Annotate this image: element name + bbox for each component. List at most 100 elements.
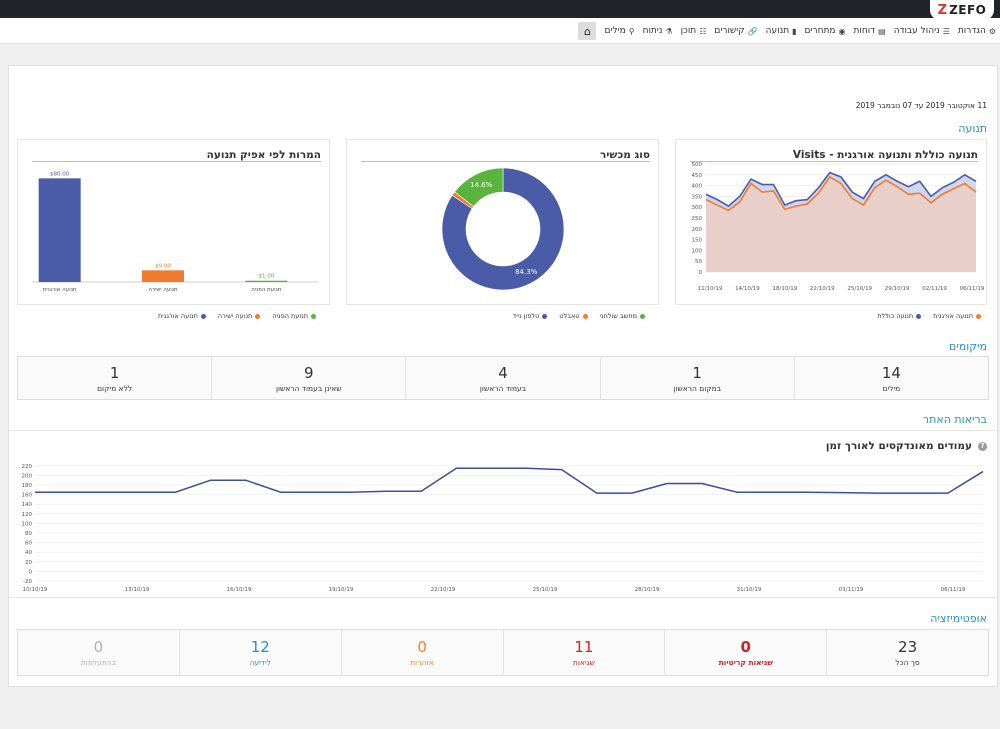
legend-item[interactable]: תנועה כוללת [877,312,922,320]
nav-item-4[interactable]: ▮ תנועה [766,26,797,36]
visits-card: תנועה כוללת ותנועה אורגנית - Visits 0 50 1… [675,139,987,305]
y-tick-label: 0 [699,270,703,276]
section-title-positions: מיקומים [949,340,987,353]
nav-item-label: הגדרות [957,26,986,36]
x-category-label: תנועה אורגנית [43,287,77,293]
bar-data-label: $1.00 [258,274,274,280]
bar[interactable] [245,280,288,282]
positions-stat[interactable]: 1 במקום הראשון [599,357,794,399]
stat-value: 14 [881,363,901,382]
nav-item-label: ניתוח [642,26,663,36]
x-tick-label: 25/10/19 [533,587,558,593]
y-tick-label: 180 [22,483,33,489]
gear-icon: ⚙ [988,26,996,36]
legend-item[interactable]: טלפון נייד [513,312,548,320]
x-tick-label: 16/10/19 [227,587,252,593]
legend-item[interactable]: טאבלט [559,312,588,320]
optimization-stat[interactable]: 12 לידיעה [178,630,341,675]
stat-value: 9 [304,363,314,382]
nav-item-3[interactable]: 🔗 קישורים [714,26,757,36]
list-icon: ☰ [942,26,950,36]
legend-dot [916,313,922,319]
stat-label: אזהרות [410,658,434,667]
main-nav: ⌂ ⚲ מילים ⚗ ניתוח ☷ תוכן 🔗 קישורים ▮ תנועה ◉ מתחרים… [578,18,996,44]
home-icon: ⌂ [583,24,591,38]
nav-item-5[interactable]: ◉ מתחרים [805,26,846,36]
bar[interactable] [38,178,81,282]
stat-label: שאינן בעמוד הראשון [275,383,342,393]
legend-item[interactable]: תנועה ישירה [217,312,261,320]
nav-item-2[interactable]: ☷ תוכן [681,26,707,36]
device-card: סוג מכשיר 84.3% 14.6% [346,139,659,305]
y-tick-label: 250 [692,216,703,222]
help-icon[interactable]: ? [978,441,987,451]
optimization-stat[interactable]: 23 סך הכל [826,630,988,675]
y-tick-label: 0 [29,569,33,575]
x-tick-label: 18/10/19 [773,286,798,292]
optimization-stat[interactable]: 0 שגיאות קריטיות [664,630,826,675]
nav-item-label: מתחרים [804,26,836,36]
x-category-label: תנועה ישירה [148,287,178,293]
x-tick-label: 29/10/19 [885,286,910,292]
stat-value: 1 [109,363,120,382]
bar-data-label: $9.00 [155,263,171,269]
nav-item-0[interactable]: ⚲ מילים [604,26,634,36]
nav-item-6[interactable]: ▤ דוחות [854,26,886,36]
legend-dot [976,313,981,319]
positions-stat[interactable]: 14 מילים [793,357,988,399]
y-tick-label: -20 [23,579,32,585]
section-title-optimization: אופטימיזציה [930,612,987,625]
x-tick-label: 28/10/19 [635,587,660,593]
y-tick-label: 300 [692,205,703,211]
x-tick-label: 06/11/19 [960,286,985,292]
top-bar: Z ZEFO [0,0,1000,20]
optimization-stat[interactable]: 0 אזהרות [340,630,503,675]
y-tick-label: 450 [692,173,703,179]
nav-item-1[interactable]: ⚗ ניתוח [643,26,673,36]
y-tick-label: 20 [25,560,32,566]
stat-label: סך הכל [895,658,920,667]
home-button[interactable]: ⌂ [578,22,597,40]
bar[interactable] [142,270,184,282]
link-icon: 🔗 [747,26,758,36]
y-tick-label: 150 [692,238,703,244]
card-divider [32,161,321,162]
legend-label: טאבלט [559,312,580,320]
legend-label: תנועה ישירה [217,312,253,320]
section-title-site-health: בריאות האתר [922,413,987,426]
optimization-stat[interactable]: 11 שגיאות [502,630,665,675]
x-tick-label: 19/10/19 [329,587,354,593]
stat-label: שגיאות קריטיות [718,658,773,667]
legend-item[interactable]: מחשב שולחני [600,312,645,320]
pie-slice[interactable] [454,167,504,207]
series-line-organic [705,175,977,212]
legend-item[interactable]: תנועת הפניה [272,312,316,320]
sitemap-icon: ☷ [699,26,707,36]
y-tick-label: 100 [22,521,33,527]
pie-slice[interactable] [441,167,565,291]
nav-item-8[interactable]: ⚙ הגדרות [958,26,996,36]
stat-label: ללא מיקום [97,383,133,393]
legend-item[interactable]: תנועה אורגנית [933,312,981,320]
y-tick-label: 200 [692,227,703,233]
positions-stat[interactable]: 4 בעמוד הראשון [405,357,599,399]
visits-chart: 0 50 100 150 200 250 300 350 400 450 500 11/10/19 14… [692,162,985,292]
stat-value: 0 [417,638,427,656]
positions-stat[interactable]: 1 ללא מיקום [18,357,211,399]
legend-item[interactable]: תנועה אורגנית [158,312,206,320]
legend-dot [255,313,261,319]
x-tick-label: 31/10/19 [737,587,762,593]
device-chart: 84.3% 14.6% [441,167,565,291]
nav-item-label: קישורים [714,26,745,36]
legend-dot [311,313,316,319]
legend-dot [640,313,645,319]
optimization-stat[interactable]: 0 בהתעלמות [18,630,179,675]
key-icon: ⚲ [628,26,635,36]
positions-stat[interactable]: 9 שאינן בעמוד הראשון [211,357,405,399]
legend-label: תנועה אורגנית [158,312,198,320]
nav-item-7[interactable]: ☰ ניהול עבודה [894,26,950,36]
brand-logo[interactable]: Z ZEFO [930,0,994,20]
pie-data-label: 84.3% [515,268,538,276]
report-chart-icon: ▤ [878,26,886,36]
date-range[interactable]: 11 אוקטובר 2019 עד 07 נובמבר 2019 [855,101,987,110]
